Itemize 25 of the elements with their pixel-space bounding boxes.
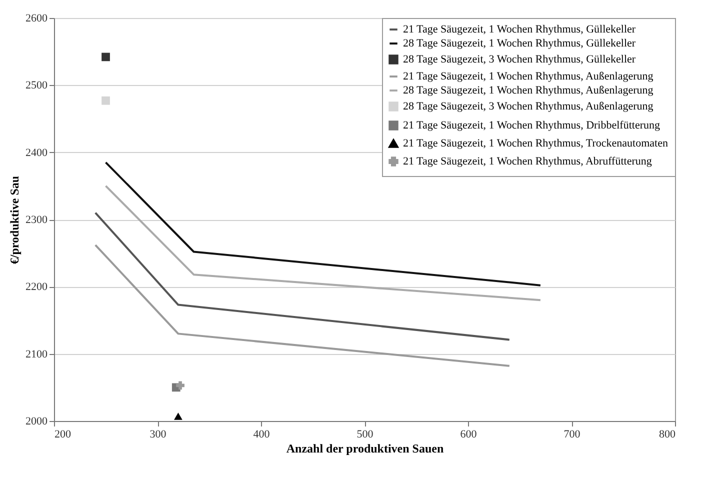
x-tick-label: 200	[54, 428, 72, 440]
x-axis-title: Anzahl der produktiven Sauen	[286, 442, 444, 456]
x-tick-label: 700	[564, 428, 581, 440]
legend-label: 21 Tage Säugezeit, 1 Wochen Rhythmus, Dribbelfütterung	[403, 120, 660, 132]
x-tick-label: 800	[659, 428, 676, 440]
legend-label: 28 Tage Säugezeit, 1 Wochen Rhythmus, Außenlagerung	[403, 84, 654, 96]
x-tick-label: 400	[253, 428, 270, 440]
y-axis-title: €/produktive Sau	[8, 176, 22, 264]
legend-label: 21 Tage Säugezeit, 1 Wochen Rhythmus, Trockenautomaten	[403, 138, 668, 150]
x-tick-label: 300	[150, 428, 167, 440]
y-tick-label: 2300	[26, 214, 48, 226]
legend-label: 28 Tage Säugezeit, 3 Wochen Rhythmus, Güllekeller	[403, 54, 636, 66]
legend-label: 21 Tage Säugezeit, 1 Wochen Rhythmus, Güllekeller	[403, 24, 636, 36]
legend-label: 28 Tage Säugezeit, 3 Wochen Rhythmus, Außenlagerung	[403, 100, 654, 112]
y-tick-label: 2400	[26, 146, 48, 159]
y-tick-label: 2200	[26, 281, 48, 294]
x-tick-label: 600	[460, 428, 478, 440]
legend-label: 28 Tage Säugezeit, 1 Wochen Rhythmus, Güllekeller	[403, 38, 636, 50]
legend-label: 21 Tage Säugezeit, 1 Wochen Rhythmus, Abruffütterung	[403, 156, 652, 168]
y-tick-label: 2600	[26, 12, 48, 24]
y-tick-label: 2500	[26, 80, 48, 92]
legend-label: 21 Tage Säugezeit, 1 Wochen Rhythmus, Außenlagerung	[403, 70, 654, 82]
y-tick-label: 2000	[26, 416, 48, 428]
x-tick-label: 500	[356, 428, 374, 440]
y-tick-label: 2100	[26, 348, 48, 360]
